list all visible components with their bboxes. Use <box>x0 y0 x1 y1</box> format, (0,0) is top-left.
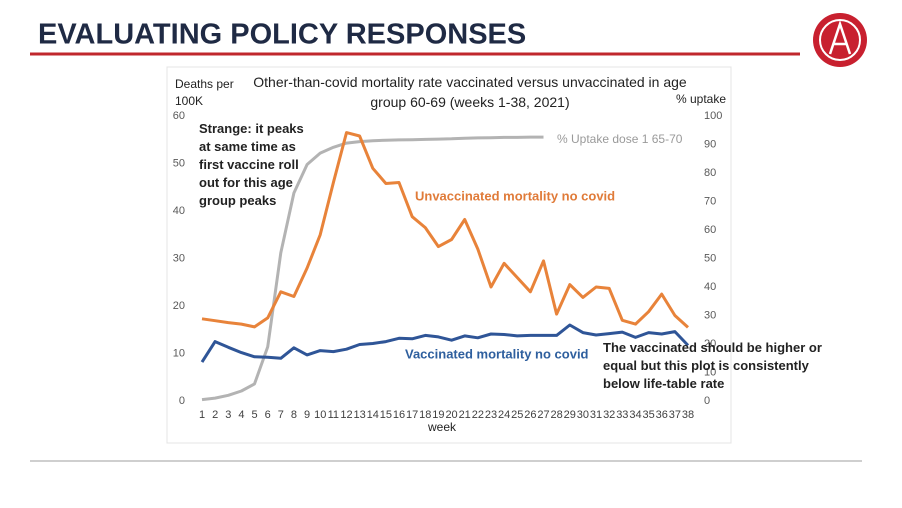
y2-tick-label: 0 <box>704 395 710 407</box>
x-tick-label: 7 <box>278 409 284 421</box>
series-label: Unvaccinated mortality no covid <box>415 188 615 203</box>
x-tick-label: 4 <box>238 409 244 421</box>
slide-title: EVALUATING POLICY RESPONSES <box>38 19 526 51</box>
y-tick-label: 50 <box>173 157 185 169</box>
x-tick-label: 20 <box>445 409 457 421</box>
x-tick-label: 12 <box>340 409 352 421</box>
logo <box>813 13 867 67</box>
y2-tick-label: 40 <box>704 281 716 293</box>
x-tick-label: 23 <box>485 409 497 421</box>
annotation: Strange: it peaks at same time as first … <box>199 121 304 208</box>
series-line <box>201 131 690 329</box>
annotation: The vaccinated should be higher or equal… <box>603 340 822 391</box>
x-tick-label: 3 <box>225 409 231 421</box>
x-tick-label: 29 <box>564 409 576 421</box>
x-tick-label: 38 <box>682 409 694 421</box>
x-tick-label: 34 <box>629 409 641 421</box>
x-tick-label: 37 <box>669 409 681 421</box>
series-line <box>201 135 544 402</box>
y2-tick-label: 90 <box>704 138 716 150</box>
y-tick-label: 60 <box>173 110 185 122</box>
x-tick-label: 6 <box>265 409 271 421</box>
x-tick-label: 13 <box>353 409 365 421</box>
y2-tick-label: 30 <box>704 309 716 321</box>
y2-axis-label: % uptake <box>676 92 727 106</box>
x-tick-label: 24 <box>498 409 510 421</box>
x-tick-label: 36 <box>656 409 668 421</box>
y2-tick-label: 20 <box>704 338 716 350</box>
series-label: Vaccinated mortality no covid <box>405 346 589 361</box>
x-tick-label: 25 <box>511 409 523 421</box>
x-tick-label: 8 <box>291 409 297 421</box>
x-tick-label: 28 <box>551 409 563 421</box>
x-tick-label: 27 <box>537 409 549 421</box>
y2-tick-label: 10 <box>704 366 716 378</box>
x-tick-label: 15 <box>380 409 392 421</box>
x-tick-label: 22 <box>472 409 484 421</box>
y-tick-label: 10 <box>173 347 185 359</box>
x-tick-label: 17 <box>406 409 418 421</box>
y-tick-label: 30 <box>173 252 185 264</box>
chart-frame <box>166 66 732 444</box>
y2-tick-label: 50 <box>704 252 716 264</box>
y-tick-label: 0 <box>179 395 185 407</box>
y-tick-label: 20 <box>173 300 185 312</box>
x-tick-label: 26 <box>524 409 536 421</box>
x-tick-label: 2 <box>212 409 218 421</box>
x-axis-label: week <box>427 420 457 434</box>
x-tick-label: 33 <box>616 409 628 421</box>
y-tick-label: 40 <box>173 205 185 217</box>
y2-tick-label: 80 <box>704 167 716 179</box>
x-tick-label: 5 <box>251 409 257 421</box>
x-tick-label: 9 <box>304 409 310 421</box>
x-tick-label: 18 <box>419 409 431 421</box>
x-tick-label: 1 <box>199 409 205 421</box>
series-line <box>200 323 690 363</box>
x-tick-label: 10 <box>314 409 326 421</box>
series-label: % Uptake dose 1 65-70 <box>557 132 683 146</box>
x-tick-label: 19 <box>432 409 444 421</box>
x-tick-label: 16 <box>393 409 405 421</box>
x-tick-label: 11 <box>328 409 339 421</box>
x-tick-label: 32 <box>603 409 615 421</box>
x-tick-label: 35 <box>642 409 654 421</box>
chart-title: Other-than-covid mortality rate vaccinat… <box>253 74 687 110</box>
y2-tick-label: 60 <box>704 224 716 236</box>
x-tick-label: 30 <box>577 409 589 421</box>
x-tick-label: 14 <box>367 409 379 421</box>
y2-tick-label: 100 <box>704 110 722 122</box>
x-tick-label: 31 <box>590 409 602 421</box>
x-tick-label: 21 <box>459 409 471 421</box>
y2-tick-label: 70 <box>704 195 716 207</box>
y-axis-label: Deaths per 100K <box>175 77 234 108</box>
